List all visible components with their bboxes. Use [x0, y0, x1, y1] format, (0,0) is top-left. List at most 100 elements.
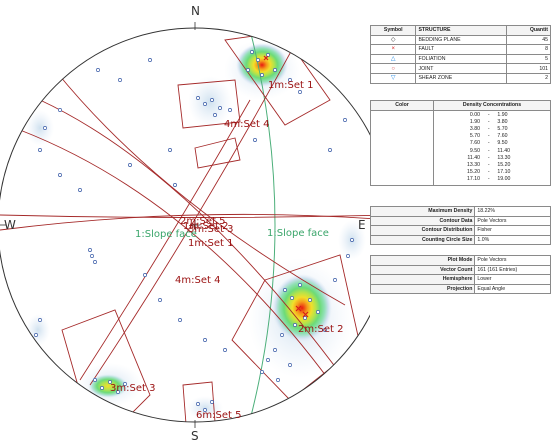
label-slope-face-left: 1:Slope face	[135, 229, 197, 240]
pole	[303, 316, 307, 320]
pole	[273, 68, 277, 72]
pole	[38, 148, 42, 152]
pole	[343, 118, 347, 122]
info-value: Lower	[474, 274, 551, 285]
info-row: Counting Circle Size 1.0%	[369, 234, 551, 246]
legend-quantity: 45	[505, 34, 551, 46]
range-from: 13.30	[467, 162, 480, 169]
pole	[298, 90, 302, 94]
range-to: 17.10	[497, 169, 511, 176]
pole	[213, 113, 217, 117]
cone-set4	[177, 79, 241, 129]
great-circle-set4	[54, 69, 346, 306]
pole	[100, 386, 104, 390]
compass-north: N	[191, 4, 200, 18]
range-from: 3.80	[469, 126, 480, 132]
label-set4-4m: 4m:Set 4	[175, 275, 220, 286]
pole	[93, 260, 97, 264]
density-header-concentrations: Density Concentrations	[433, 100, 551, 111]
range-to: 19.00	[497, 176, 511, 183]
fault-markers	[263, 55, 309, 318]
legend-row: × FAULT 8	[369, 44, 551, 55]
density-range-row: 5.70-7.60	[437, 133, 547, 140]
density-range-row: 3.80 - 5.70	[437, 126, 547, 133]
pole	[38, 318, 42, 322]
legend-header-structure: STRUCTURE	[415, 25, 507, 36]
pole	[78, 188, 82, 192]
legend-structure: FAULT	[415, 44, 507, 55]
label-set3-3m: 3m:Set 3	[110, 383, 155, 394]
label-slope-face-right: 1:Slope face	[267, 228, 329, 239]
label-set2-2m: 2m:Set 2	[298, 324, 343, 335]
info-label: Vector Count	[369, 264, 476, 276]
label-set3-center: 3m:Set 3	[188, 224, 233, 235]
pole	[148, 58, 152, 62]
range-from: 15.20	[467, 169, 480, 176]
range-dash: -	[487, 176, 490, 183]
pole	[288, 363, 292, 367]
density-zone	[236, 43, 288, 87]
slope-face-circle	[249, 29, 276, 421]
cone-set4-b	[194, 137, 241, 169]
pole	[203, 102, 207, 106]
info-value: 161 (161 Entries)	[474, 264, 551, 276]
legend-row: △ FOLIATION 5	[369, 53, 551, 65]
range-from: 17.10	[467, 176, 480, 183]
pole	[178, 318, 182, 322]
density-range-row: 17.10-19.00	[437, 176, 547, 183]
range-from: 7.60	[469, 140, 480, 147]
pole	[218, 106, 222, 110]
shear-zone-symbol: ▽	[369, 72, 417, 84]
info-row: Projection Equal Angle	[369, 283, 551, 295]
range-dash: -	[487, 133, 490, 140]
density-zone	[188, 76, 232, 128]
cone-set5	[182, 381, 216, 422]
info-label: Contour Data	[369, 215, 476, 227]
plot-info-table: Plot Mode Pole Vectors Vector Count 161 …	[369, 255, 551, 295]
info-label: Maximum Density	[369, 206, 476, 217]
info-label: Counting Circle Size	[369, 234, 476, 246]
pole	[346, 254, 350, 258]
label-set5-6m: 6m:Set 5	[196, 410, 241, 421]
range-dash: -	[487, 169, 490, 176]
label-set1-1m: 1m:Set 1	[268, 80, 313, 91]
density-header-color: Color	[370, 100, 434, 111]
pole-points	[34, 50, 354, 412]
pole	[93, 378, 97, 382]
range-to: 13.30	[497, 154, 511, 161]
density-panel: Color Density Concentrations 0.00-1.90 1.…	[370, 100, 551, 186]
pole	[333, 278, 337, 282]
info-value: Equal Angle	[474, 283, 551, 295]
pole	[308, 298, 312, 302]
density-contours	[26, 40, 366, 420]
pole	[168, 148, 172, 152]
range-to: 1.90	[497, 111, 508, 118]
legend-header-quantity: Quantit	[505, 25, 551, 36]
info-row: Maximum Density 18.22%	[369, 206, 551, 217]
range-dash: -	[487, 147, 490, 154]
great-circle-set3b	[79, 99, 251, 381]
pole	[266, 358, 270, 362]
pole	[283, 288, 287, 292]
concentration-values: 0.00-1.90 1.90-3.80 3.80-5.70 5.70-7.60 7.60…	[433, 109, 551, 186]
pole	[223, 348, 227, 352]
range-dash: -	[487, 126, 490, 132]
fault-pole	[302, 311, 309, 318]
bedding-plane-symbol: ◇	[369, 34, 417, 46]
compass-east: E	[358, 218, 366, 232]
pole	[256, 58, 260, 62]
pole	[246, 68, 250, 72]
pole	[298, 283, 302, 287]
compass-south: S	[191, 429, 199, 442]
pole	[280, 333, 284, 337]
pole	[90, 254, 94, 258]
range-from: 5.70	[469, 133, 480, 140]
pole	[128, 163, 132, 167]
great-circle-set5	[0, 214, 370, 218]
slope-labels: 1:Slope face 1:Slope face	[135, 228, 329, 240]
info-row: Plot Mode Pole Vectors	[369, 255, 551, 266]
great-circle-set1	[0, 213, 370, 231]
pole	[116, 390, 120, 394]
range-dash: -	[487, 162, 490, 169]
great-circle-set3	[89, 34, 301, 386]
